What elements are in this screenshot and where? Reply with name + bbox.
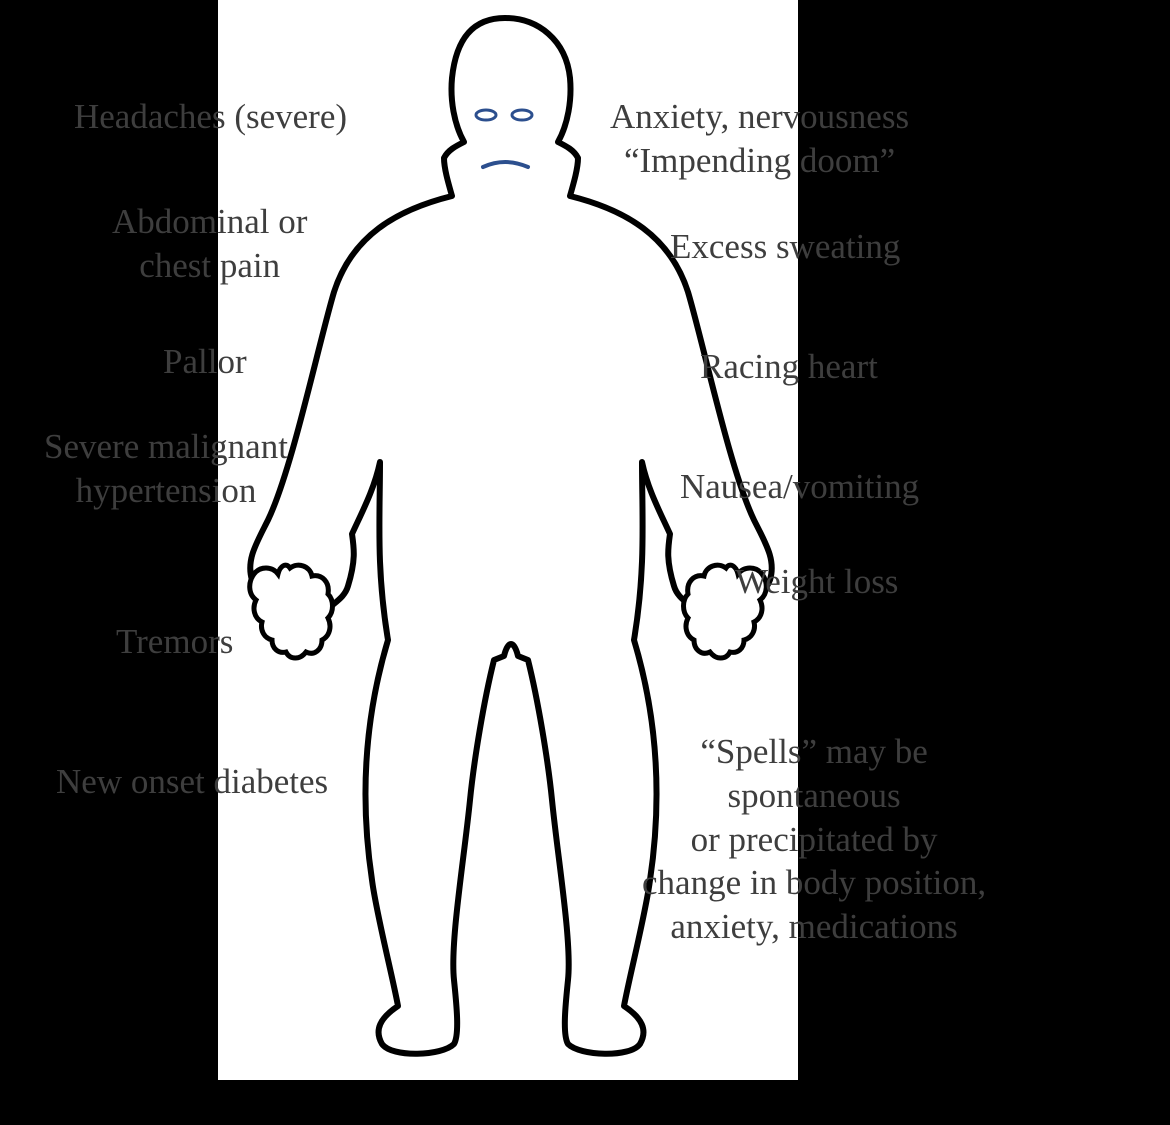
label-htn: Severe malignant hypertension [44, 425, 288, 513]
label-weight: Weight loss [735, 560, 898, 604]
label-anxiety: Anxiety, nervousness “Impending doom” [610, 95, 909, 183]
label-spells: “Spells” may be spontaneous or precipita… [642, 730, 986, 949]
label-diabetes: New onset diabetes [56, 760, 328, 804]
label-racing: Racing heart [700, 345, 878, 389]
label-nausea: Nausea/vomiting [680, 465, 919, 509]
label-tremors: Tremors [116, 620, 233, 664]
label-headaches: Headaches (severe) [74, 95, 347, 139]
label-sweating: Excess sweating [670, 225, 900, 269]
label-pallor: Pallor [163, 340, 247, 384]
left-hand-detail [250, 565, 333, 658]
label-abdominal: Abdominal or chest pain [112, 200, 307, 288]
